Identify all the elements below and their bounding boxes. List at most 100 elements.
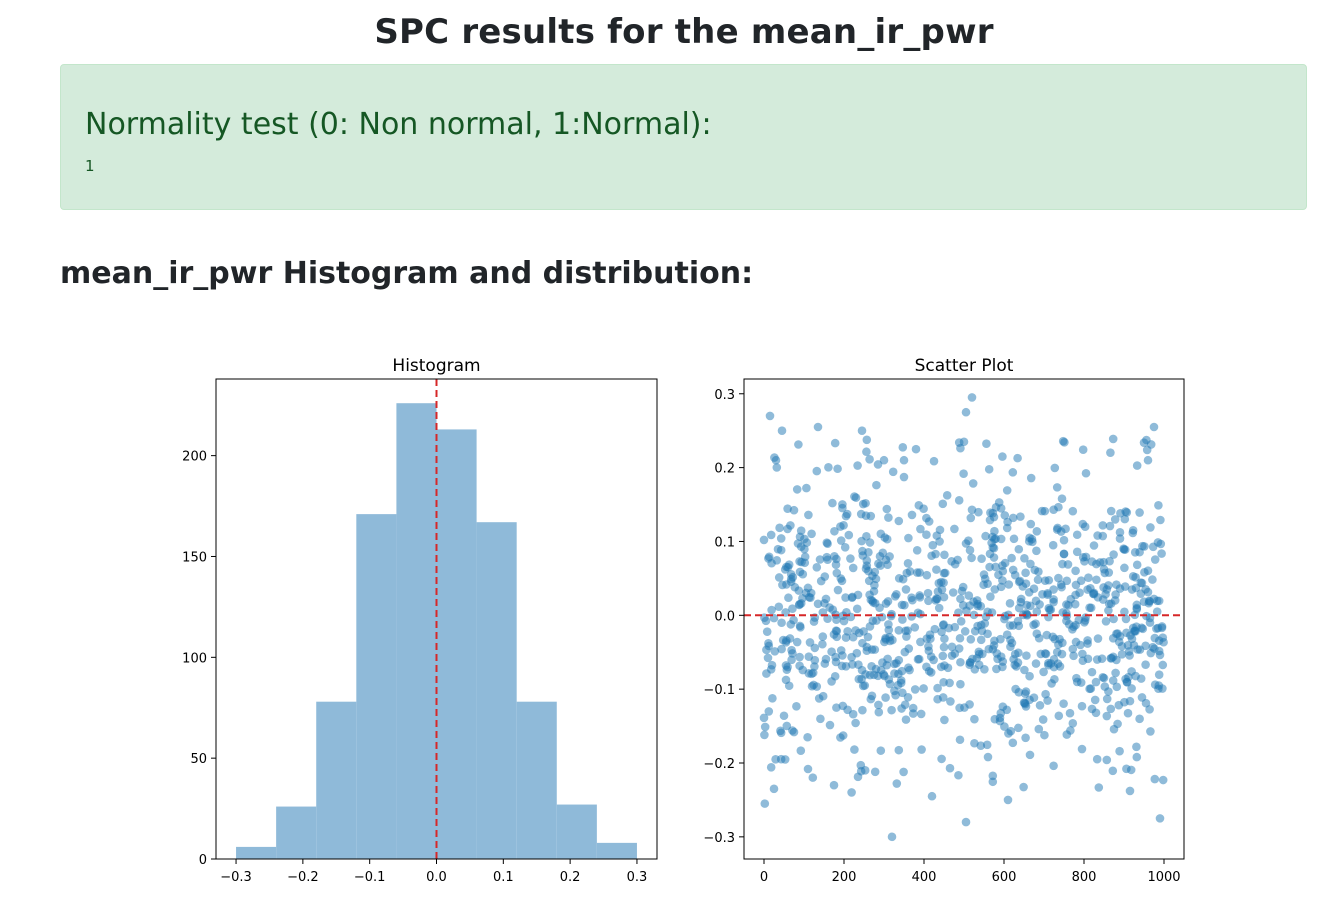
scatter-point — [1026, 519, 1036, 529]
scatter-point — [1013, 658, 1023, 667]
scatter-point — [1102, 711, 1112, 721]
scatter-point — [773, 544, 783, 554]
scatter-x-tick-label: 600 — [992, 870, 1017, 885]
scatter-point — [1124, 672, 1133, 682]
scatter-point — [838, 503, 847, 513]
scatter-point — [961, 407, 971, 417]
scatter-point — [1132, 461, 1142, 470]
scatter-point — [812, 466, 822, 476]
scatter-point — [996, 582, 1006, 592]
scatter-point — [884, 675, 894, 684]
scatter-point — [823, 539, 832, 549]
scatter-point — [774, 573, 784, 582]
scatter-point — [816, 714, 825, 724]
scatter-point — [1072, 547, 1082, 557]
scatter-point — [1156, 515, 1165, 525]
scatter-point — [1000, 511, 1010, 520]
scatter-point — [1113, 719, 1122, 729]
scatter-point — [1158, 660, 1168, 670]
scatter-point — [944, 623, 954, 633]
scatter-point — [1111, 668, 1120, 678]
histogram-bar — [316, 701, 357, 859]
scatter-point — [1053, 659, 1063, 669]
scatter-point — [967, 393, 977, 402]
scatter-panel: Scatter Plot 0 200 400 600 800 1000 −0.3−0.2−… — [703, 356, 1185, 885]
scatter-point — [1104, 606, 1113, 615]
scatter-point — [1080, 616, 1090, 625]
scatter-point — [929, 655, 938, 665]
scatter-point — [1146, 727, 1155, 736]
scatter-point — [788, 726, 797, 735]
scatter-point — [760, 730, 769, 740]
scatter-point — [1077, 744, 1087, 754]
scatter-point — [887, 832, 897, 842]
scatter-point — [870, 580, 879, 590]
scatter-point — [970, 738, 979, 748]
scatter-point — [820, 659, 830, 668]
scatter-point — [964, 591, 974, 600]
scatter-point — [1037, 506, 1047, 516]
scatter-point — [1112, 682, 1122, 692]
scatter-point — [890, 686, 899, 696]
scatter-point — [984, 464, 994, 474]
scatter-point — [1143, 587, 1153, 597]
scatter-point — [1102, 585, 1112, 594]
scatter-point — [1106, 599, 1116, 608]
scatter-point — [862, 435, 872, 445]
scatter-point — [1049, 505, 1058, 515]
scatter-point — [792, 702, 801, 711]
scatter-point — [940, 634, 949, 643]
scatter-point — [966, 658, 975, 667]
scatter-point — [1006, 726, 1016, 736]
scatter-point — [1049, 761, 1058, 771]
scatter-point — [1054, 573, 1063, 583]
scatter-point — [804, 510, 813, 520]
scatter-point — [907, 510, 917, 520]
scatter-point — [760, 722, 770, 732]
scatter-point — [967, 553, 976, 563]
scatter-point — [958, 601, 968, 610]
scatter-point — [990, 535, 999, 544]
scatter-point — [1078, 445, 1088, 455]
histogram-bar — [556, 804, 597, 859]
scatter-point — [958, 582, 968, 592]
scatter-point — [1034, 633, 1044, 643]
scatter-point — [794, 440, 803, 449]
scatter-x-tick-label: 800 — [1072, 870, 1097, 885]
scatter-point — [1075, 588, 1084, 598]
scatter-point — [991, 562, 1000, 572]
scatter-point — [1148, 575, 1157, 584]
scatter-point — [1135, 714, 1144, 724]
scatter-point — [910, 623, 920, 632]
scatter-x-tick-label: 1000 — [1147, 870, 1180, 885]
scatter-point — [956, 657, 965, 667]
scatter-point — [1039, 667, 1048, 677]
scatter-point — [924, 642, 933, 651]
scatter-point — [1008, 738, 1018, 748]
scatter-point — [1122, 764, 1131, 774]
scatter-point — [1158, 684, 1167, 693]
scatter-point — [813, 599, 823, 609]
scatter-point — [1106, 704, 1116, 714]
scatter-point — [809, 680, 818, 690]
scatter-point — [767, 660, 777, 670]
scatter-point — [788, 604, 797, 614]
scatter-point — [954, 496, 964, 505]
scatter-point — [1085, 603, 1094, 612]
scatter-point — [851, 493, 861, 502]
scatter-point — [812, 563, 822, 572]
scatter-point — [848, 660, 857, 669]
scatter-point — [1011, 684, 1020, 694]
scatter-point — [934, 578, 944, 588]
scatter-point — [1056, 580, 1066, 589]
scatter-point — [766, 762, 776, 772]
scatter-point — [937, 754, 946, 764]
scatter-point — [1132, 752, 1142, 762]
scatter-point — [1060, 437, 1069, 447]
scatter-point — [1071, 566, 1080, 576]
scatter-point — [840, 542, 850, 552]
scatter-point — [1102, 694, 1112, 704]
scatter-point — [1054, 711, 1064, 721]
scatter-point — [793, 539, 803, 548]
scatter-point — [846, 554, 855, 563]
